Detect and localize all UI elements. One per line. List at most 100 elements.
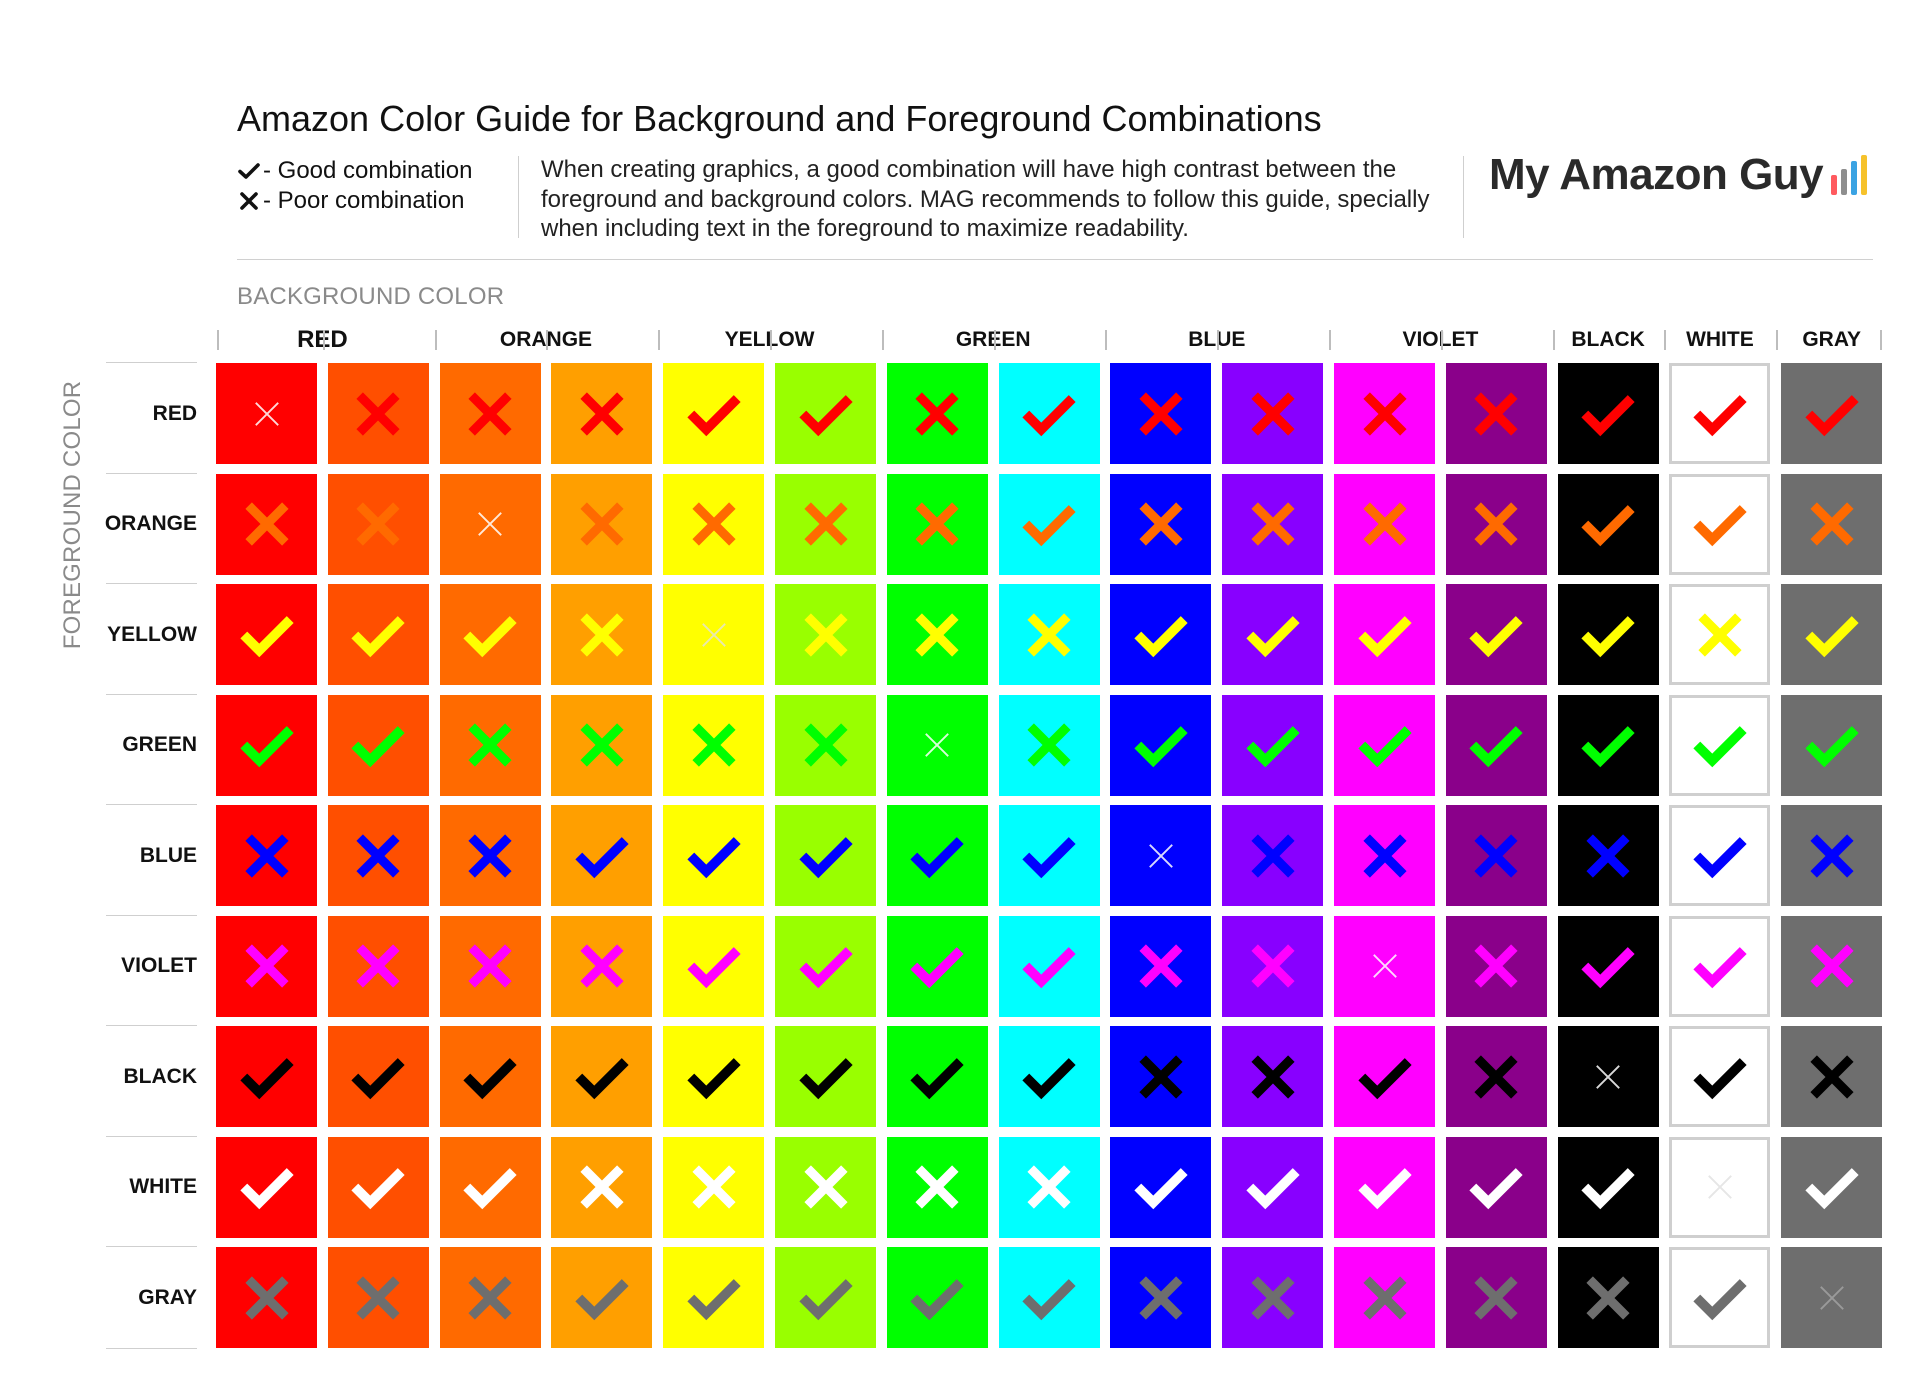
description-text: When creating graphics, a good combinati… — [541, 156, 1430, 242]
cross-icon — [692, 723, 736, 767]
checkmark-icon — [351, 615, 405, 657]
grid-cell — [439, 584, 541, 685]
checkmark-icon — [1357, 1057, 1412, 1099]
grid-cell — [216, 694, 317, 796]
checkmark-icon — [1693, 726, 1747, 768]
cross-icon — [1139, 391, 1183, 436]
foreground-axis-title: FOREGROUND COLOR — [59, 380, 86, 650]
grid-cell — [327, 473, 429, 575]
grid-cell — [1557, 694, 1659, 796]
grid-cell — [1557, 363, 1659, 464]
checkmark-icon — [687, 1278, 741, 1320]
cross-icon — [915, 391, 959, 436]
grid-cell — [1334, 1136, 1435, 1238]
checkmark-icon — [1022, 836, 1076, 878]
checkmark-icon — [239, 1168, 294, 1210]
cross-icon — [915, 502, 959, 546]
grid-cell — [1557, 915, 1659, 1017]
grid-cell — [1669, 363, 1771, 464]
grid-cell — [886, 473, 988, 575]
cross-icon — [468, 391, 512, 436]
checkmark-icon — [1134, 726, 1188, 768]
cross-icon — [1139, 944, 1183, 988]
checkmark-icon — [1581, 394, 1635, 436]
grid-cell — [775, 473, 876, 575]
grid-cell — [216, 473, 317, 575]
grid-cell — [1222, 694, 1324, 796]
checkmark-icon — [798, 1057, 853, 1099]
grid-cell — [1110, 584, 1212, 685]
grid-cell — [1781, 363, 1883, 464]
grid-cell — [439, 1026, 541, 1127]
grid-cell — [998, 1136, 1100, 1238]
grid-cell — [1445, 694, 1547, 796]
column-separator — [658, 330, 661, 350]
grid-cell — [998, 363, 1100, 464]
legend-poor: - Poor combination — [237, 186, 472, 216]
column-separator — [322, 330, 325, 350]
checkmark-icon — [798, 394, 853, 436]
row-label-black: BLACK — [123, 1064, 198, 1088]
cross-icon — [1251, 1275, 1295, 1320]
grid-cell — [1110, 694, 1212, 796]
brand-logo: My Amazon Guy — [1489, 150, 1868, 200]
grid-cell — [1445, 584, 1547, 685]
grid-cell — [1110, 1136, 1212, 1238]
row-divider — [106, 1347, 197, 1349]
column-separator — [1329, 330, 1331, 350]
checkmark-icon — [1581, 615, 1635, 657]
grid-cell — [1669, 805, 1771, 906]
cross-icon — [468, 944, 512, 988]
legend-poor-label: - Poor combination — [263, 187, 465, 214]
legend: - Good combination - Poor combination — [237, 156, 472, 216]
grid-cell — [1334, 915, 1435, 1017]
checkmark-icon — [1246, 1168, 1300, 1210]
grid-cell — [886, 694, 988, 796]
column-separator — [881, 330, 884, 350]
checkmark-icon — [1469, 615, 1523, 657]
grid-cell — [1445, 1136, 1547, 1238]
grid-cell — [886, 805, 988, 906]
grid-cell — [551, 1026, 653, 1127]
checkmark-icon — [463, 615, 517, 657]
grid-cell — [1110, 363, 1212, 464]
cross-icon — [1698, 612, 1742, 657]
grid-cell — [1445, 1247, 1547, 1348]
grid-cell — [998, 1247, 1100, 1348]
checkmark-icon — [1022, 505, 1076, 547]
grid-cell — [886, 363, 988, 464]
grid-cell — [1669, 915, 1771, 1017]
cross-icon — [1027, 723, 1071, 767]
row-divider — [106, 1246, 197, 1247]
column-header-blue: BLUE — [1110, 327, 1323, 353]
checkmark-icon — [351, 726, 405, 768]
checkmark-icon — [1693, 836, 1747, 878]
grid-cell — [775, 805, 876, 906]
grid-cell — [1445, 473, 1547, 575]
checkmark-icon — [1246, 726, 1300, 768]
grid-cell — [663, 694, 765, 796]
cross-icon — [1251, 944, 1295, 988]
cross-icon — [803, 1165, 848, 1209]
header-rule — [237, 259, 1873, 260]
thin-cross-icon — [1708, 1175, 1732, 1199]
grid-cell — [998, 584, 1100, 685]
column-header-orange: ORANGE — [440, 327, 653, 353]
thin-cross-icon — [1596, 1064, 1620, 1089]
grid-cell — [663, 584, 765, 685]
grid-cell — [663, 805, 765, 906]
grid-cell — [1669, 1136, 1771, 1238]
cross-icon — [1027, 612, 1071, 657]
checkmark-icon — [687, 947, 741, 989]
cross-icon — [356, 833, 400, 878]
grid-cell — [1669, 1026, 1771, 1127]
grid-cell — [327, 1136, 429, 1238]
checkmark-icon — [1134, 615, 1188, 657]
checkmark-icon — [798, 836, 853, 878]
row-label-violet: VIOLET — [121, 954, 197, 977]
grid-cell — [551, 915, 653, 1017]
grid-cell — [663, 363, 765, 464]
cross-icon — [580, 723, 624, 767]
cross-icon — [240, 192, 258, 210]
cross-icon — [1139, 1275, 1183, 1320]
